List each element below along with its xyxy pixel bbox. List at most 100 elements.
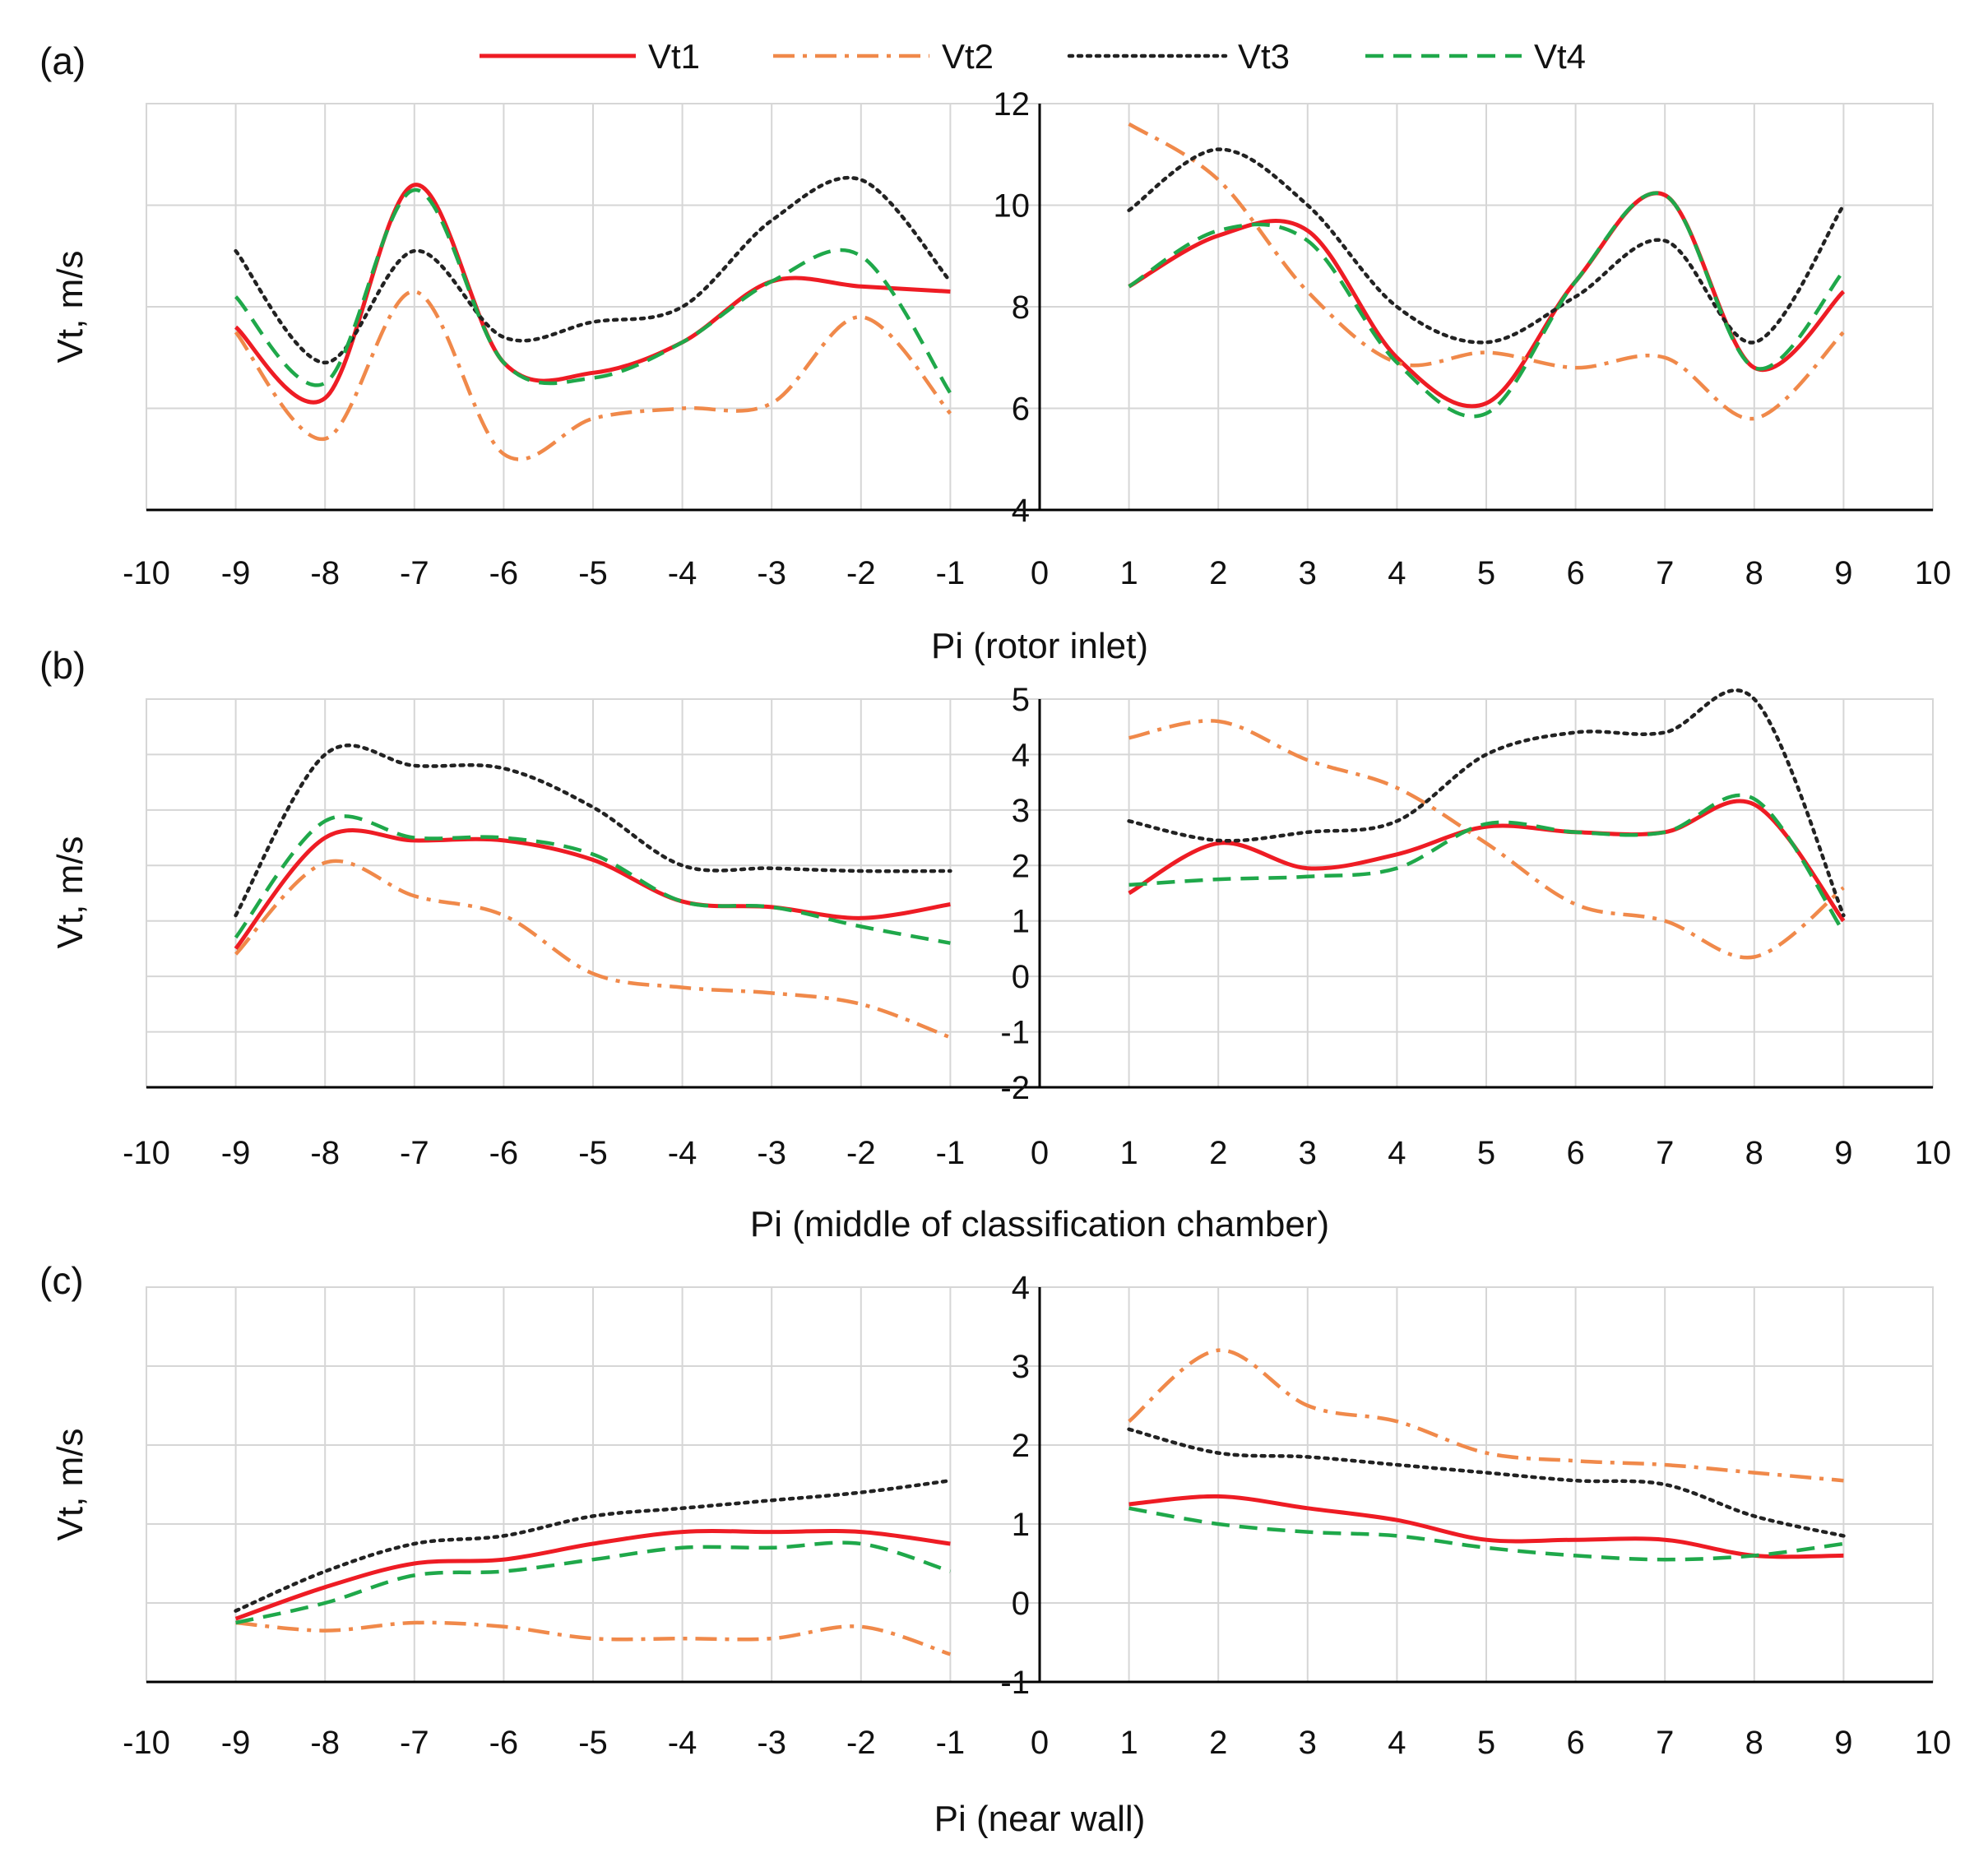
series-line-vt1-right (1128, 799, 1846, 923)
y-tick-label: 10 (994, 188, 1031, 225)
x-tick-label: 7 (1656, 1725, 1674, 1761)
series-line-vt1-left (234, 828, 951, 950)
x-tick-label: -3 (757, 555, 786, 591)
x-tick-label: -5 (578, 555, 608, 591)
x-tick-label: -6 (489, 1725, 519, 1761)
x-tick-label: -4 (668, 1725, 697, 1761)
x-tick-label: -5 (578, 1725, 608, 1761)
x-tick-label: 9 (1834, 555, 1852, 591)
y-tick-label: -1 (1000, 1665, 1030, 1701)
x-tick-label: 3 (1299, 1135, 1317, 1171)
x-tick-label: -9 (221, 1725, 251, 1761)
series-line-vt4-left (234, 814, 951, 945)
series-line-vt3-left (234, 744, 952, 918)
x-tick-label: 0 (1031, 1725, 1049, 1761)
x-tick-label: 9 (1834, 1725, 1852, 1761)
legend-label-vt1: Vt1 (648, 37, 700, 76)
y-tick-label: 12 (994, 86, 1031, 123)
x-axis-title: Pi (rotor inlet) (931, 626, 1148, 666)
x-tick-label: -8 (310, 1135, 340, 1171)
legend-label-vt4: Vt4 (1534, 37, 1586, 76)
series-line-vt3-right (1127, 1427, 1846, 1538)
x-axis-title: Pi (near wall) (934, 1799, 1146, 1839)
x-tick-label: 8 (1745, 555, 1763, 591)
x-tick-label: -7 (400, 555, 429, 591)
y-tick-label: 8 (1012, 290, 1030, 326)
y-axis-title: Vt, m/s (50, 1429, 90, 1541)
x-tick-label: -1 (936, 1135, 966, 1171)
x-tick-label: -3 (757, 1725, 786, 1761)
x-tick-label: 5 (1477, 1135, 1495, 1171)
x-tick-label: -4 (668, 1135, 697, 1171)
y-tick-label: -2 (1000, 1070, 1030, 1106)
x-tick-label: -7 (400, 1135, 429, 1171)
panel-label: (c) (39, 1259, 84, 1302)
y-tick-label: 6 (1012, 391, 1030, 428)
x-tick-label: 7 (1656, 1135, 1674, 1171)
x-tick-label: -10 (123, 1725, 170, 1761)
y-axis-title: Vt, m/s (50, 251, 90, 364)
series-line-vt2-right (1128, 719, 1845, 960)
x-tick-label: 6 (1566, 1135, 1584, 1171)
x-tick-label: 1 (1119, 1725, 1138, 1761)
series-line-vt4-left (234, 188, 952, 395)
x-tick-label: 2 (1209, 1725, 1227, 1761)
x-tick-label: -10 (123, 1135, 170, 1171)
x-tick-label: -4 (668, 555, 697, 591)
y-tick-label: 1 (1012, 1507, 1030, 1543)
y-tick-label: 4 (1012, 1270, 1030, 1306)
x-tick-label: 4 (1388, 555, 1406, 591)
series-line-vt3-left (234, 175, 952, 365)
x-tick-label: -3 (757, 1135, 786, 1171)
x-tick-label: -2 (846, 555, 876, 591)
series-line-vt1-right (1128, 191, 1846, 409)
x-tick-label: 6 (1566, 1725, 1584, 1761)
x-tick-label: -6 (489, 555, 519, 591)
series-line-vt1-left (234, 183, 951, 405)
y-tick-label: 4 (1012, 493, 1030, 529)
x-tick-label: 1 (1119, 555, 1138, 591)
panel-label: (b) (39, 644, 86, 687)
y-tick-label: 4 (1012, 737, 1030, 773)
y-tick-label: 3 (1012, 1349, 1030, 1385)
x-tick-label: -7 (400, 1725, 429, 1761)
x-tick-label: -6 (489, 1135, 519, 1171)
x-tick-label: -9 (221, 1135, 251, 1171)
series-line-vt4-right (1128, 1506, 1844, 1562)
y-tick-label: -1 (1000, 1015, 1030, 1051)
x-tick-label: 3 (1299, 1725, 1317, 1761)
x-tick-label: 0 (1031, 555, 1049, 591)
series-line-vt2-left (234, 290, 952, 461)
y-tick-label: 0 (1012, 959, 1030, 995)
x-tick-label: -2 (846, 1725, 876, 1761)
x-tick-label: 2 (1209, 1135, 1227, 1171)
y-tick-label: 2 (1012, 1428, 1030, 1464)
legend-label-vt2: Vt2 (942, 37, 994, 76)
series-line-vt2-left (234, 859, 952, 1040)
x-tick-label: 8 (1745, 1135, 1763, 1171)
x-tick-label: 4 (1388, 1135, 1406, 1171)
series-line-vt2-right (1128, 122, 1845, 421)
x-tick-label: 6 (1566, 555, 1584, 591)
y-tick-label: 0 (1012, 1586, 1030, 1622)
legend: Vt1 Vt2 Vt3 Vt4 (480, 37, 1586, 76)
x-tick-label: -10 (123, 555, 170, 591)
series-line-vt3-left (234, 1478, 952, 1613)
y-tick-label: 1 (1012, 904, 1030, 940)
series-line-vt2-left (235, 1620, 952, 1656)
x-tick-label: 10 (1915, 555, 1952, 591)
x-tick-label: 7 (1656, 555, 1674, 591)
x-tick-label: 8 (1745, 1725, 1763, 1761)
x-tick-label: -2 (846, 1135, 876, 1171)
series-line-vt4-left (235, 1540, 952, 1625)
x-tick-label: -9 (221, 555, 251, 591)
y-tick-label: 3 (1012, 793, 1030, 829)
x-tick-label: 2 (1209, 555, 1227, 591)
x-tick-label: -5 (578, 1135, 608, 1171)
x-tick-label: 10 (1915, 1725, 1952, 1761)
x-tick-label: -1 (936, 1725, 966, 1761)
y-tick-label: 5 (1012, 682, 1030, 718)
series-line-vt1-right (1128, 1494, 1844, 1559)
